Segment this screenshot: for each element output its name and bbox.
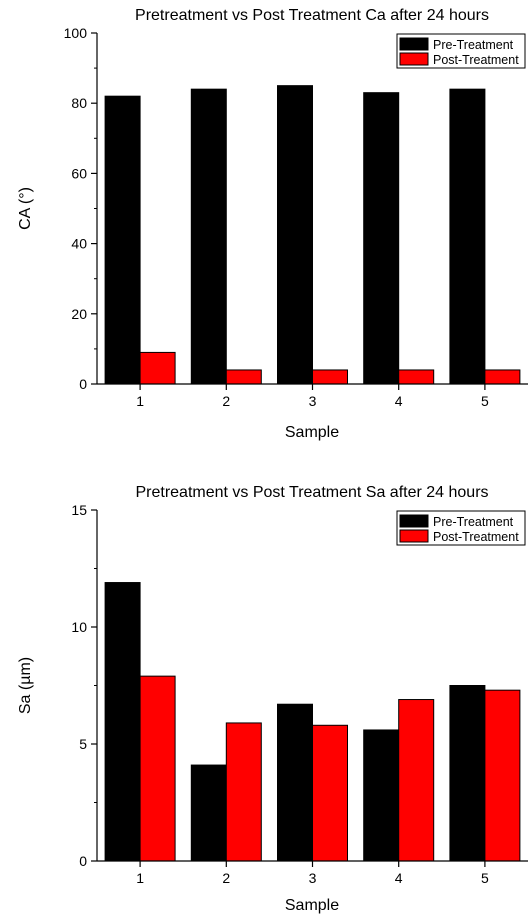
legend-swatch-post	[399, 529, 429, 543]
x-tick-label: 4	[395, 870, 403, 886]
y-tick-label: 15	[71, 502, 87, 518]
bar-post-sample-5	[484, 369, 521, 385]
y-tick-label: 20	[71, 306, 87, 322]
bar-post-sample-4	[398, 699, 435, 862]
x-tick-label: 3	[309, 393, 317, 409]
y-axis-label: Sa (µm)	[17, 657, 34, 714]
bar-post-sample-3	[312, 724, 348, 862]
y-tick-label: 5	[79, 736, 87, 752]
legend-label-pre: Pre-Treatment	[433, 515, 514, 529]
bar-pre-sample-4	[363, 92, 400, 385]
legend-swatch-post	[399, 52, 429, 66]
bar-pre-sample-3	[277, 703, 313, 862]
legend-label-post: Post-Treatment	[433, 53, 519, 67]
y-tick-label: 100	[64, 25, 88, 41]
bar-post-sample-5	[484, 689, 521, 862]
bar-post-sample-2	[225, 369, 262, 385]
bar-pre-sample-5	[449, 685, 486, 862]
bar-post-sample-4	[398, 369, 435, 385]
legend-label-post: Post-Treatment	[433, 530, 519, 544]
x-tick-label: 3	[309, 870, 317, 886]
legend-label-pre: Pre-Treatment	[433, 38, 514, 52]
bar-pre-sample-4	[363, 729, 400, 862]
chart-2: 1 2 3 4 5 0 5 10 15 Pretreatment vs Post Treatmen…	[17, 484, 528, 914]
y-tick-label: 80	[71, 95, 87, 111]
x-tick-label: 5	[481, 393, 489, 409]
bar-pre-sample-3	[277, 85, 313, 385]
legend-swatch-pre	[399, 514, 429, 528]
x-axis-label: Sample	[285, 424, 339, 441]
bar-pre-sample-1	[104, 582, 141, 862]
bar-pre-sample-2	[190, 88, 227, 385]
x-tick-label: 2	[222, 870, 230, 886]
y-tick-label: 0	[79, 853, 87, 869]
x-tick-label: 2	[222, 393, 230, 409]
bar-pre-sample-5	[449, 88, 486, 385]
bar-post-sample-2	[225, 722, 262, 862]
y-axis-label: CA (°)	[17, 187, 34, 230]
bar-post-sample-1	[139, 675, 176, 862]
chart-1: 1 2 3 4 5 0 20 40 60 80 100 Pretreatment vs Post Tr…	[17, 7, 528, 441]
x-axis-label: Sample	[285, 897, 339, 914]
x-tick-label: 1	[136, 393, 144, 409]
bar-post-sample-1	[139, 351, 176, 385]
bar-post-sample-3	[312, 369, 348, 385]
y-tick-label: 0	[79, 376, 87, 392]
chart-title: Pretreatment vs Post Treatment Sa after …	[135, 484, 488, 501]
x-tick-label: 5	[481, 870, 489, 886]
bar-pre-sample-1	[104, 95, 141, 385]
y-tick-label: 10	[71, 619, 87, 635]
legend-swatch-pre	[399, 37, 429, 51]
x-tick-label: 4	[395, 393, 403, 409]
y-tick-label: 40	[71, 236, 87, 252]
y-tick-label: 60	[71, 165, 87, 181]
chart-title: Pretreatment vs Post Treatment Ca after …	[135, 7, 489, 24]
bar-pre-sample-2	[190, 764, 227, 862]
x-tick-label: 1	[136, 870, 144, 886]
